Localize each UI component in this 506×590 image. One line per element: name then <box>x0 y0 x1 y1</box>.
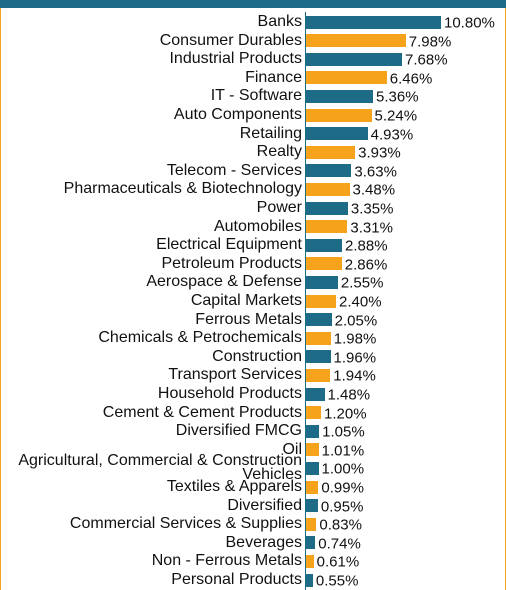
value-label: 0.83% <box>319 516 362 534</box>
value-label: 5.36% <box>376 88 419 106</box>
category-label: Petroleum Products <box>161 254 302 272</box>
value-label: 6.46% <box>389 70 433 88</box>
value-label: 5.24% <box>374 107 418 125</box>
value-label: 2.55% <box>340 274 384 292</box>
category-label: Textiles & Apparels <box>166 478 302 495</box>
value-label: 0.61% <box>316 553 360 571</box>
value-label: 1.98% <box>333 330 377 348</box>
axis-line <box>305 12 306 590</box>
category-label: Electrical Equipment <box>156 236 302 254</box>
value-label: 4.93% <box>370 125 414 143</box>
value-label: 1.96% <box>333 349 377 367</box>
value-label: 10.80% <box>444 14 495 32</box>
bar <box>306 573 313 587</box>
bar <box>306 34 406 48</box>
bar <box>306 164 352 178</box>
value-label: 0.74% <box>318 535 361 553</box>
bar <box>306 15 441 29</box>
category-label: Household Products <box>157 385 302 402</box>
value-label: 2.40% <box>339 293 382 311</box>
category-label: Industrial Products <box>169 50 302 68</box>
bar <box>306 108 372 122</box>
bar <box>306 331 331 345</box>
category-label: Agricultural, Commercial & Construction … <box>18 452 302 484</box>
category-label: Retailing <box>239 124 302 142</box>
category-label: Chemicals & Petrochemicals <box>98 329 302 347</box>
category-label: Automobiles <box>213 217 302 235</box>
value-label: 7.68% <box>405 51 448 69</box>
category-label: Finance <box>245 68 302 86</box>
category-label: Commercial Services & Supplies <box>69 515 302 533</box>
bar <box>306 480 319 494</box>
value-label: 2.86% <box>344 256 388 274</box>
value-label: 3.63% <box>354 163 397 181</box>
bar <box>306 387 325 401</box>
value-label: 0.55% <box>315 572 359 590</box>
value-label: 2.05% <box>334 311 378 329</box>
category-label: Transport Services <box>168 366 302 384</box>
category-label: Capital Markets <box>190 292 302 309</box>
header-band <box>0 0 506 8</box>
bar <box>306 201 348 215</box>
bar <box>306 182 350 196</box>
bar <box>306 368 331 382</box>
value-label: 1.20% <box>324 404 367 422</box>
value-label: 3.31% <box>350 218 393 236</box>
value-label: 3.35% <box>350 200 394 218</box>
category-label: Construction <box>212 347 302 365</box>
category-label: Ferrous Metals <box>195 310 302 328</box>
category-label: Pharmaceuticals & Biotechnology <box>63 180 302 198</box>
value-label: 1.94% <box>333 367 376 385</box>
category-label: Power <box>256 199 302 216</box>
category-label: Cement & Cement Products <box>102 403 302 421</box>
bar <box>306 406 321 420</box>
category-label: Aerospace & Defense <box>146 273 302 291</box>
bar <box>306 536 316 550</box>
value-label: 3.93% <box>358 144 401 162</box>
value-label: 1.48% <box>327 386 371 404</box>
bar <box>306 275 338 289</box>
bar <box>306 499 318 513</box>
bar <box>306 313 332 327</box>
category-label: Diversified <box>227 496 302 514</box>
value-label: 0.95% <box>320 497 364 515</box>
category-label: Beverages <box>225 533 303 551</box>
bar <box>306 257 342 271</box>
value-label: 2.88% <box>345 237 388 255</box>
category-label: Telecom - Services <box>166 161 302 179</box>
category-label: Diversified FMCG <box>175 422 302 440</box>
bar <box>306 52 402 66</box>
value-label: 0.99% <box>321 479 364 497</box>
category-label: Auto Components <box>173 106 302 123</box>
bar <box>306 89 373 103</box>
category-label: IT - Software <box>210 87 302 105</box>
bar <box>306 145 356 159</box>
category-label: Oil <box>282 440 302 458</box>
value-label: 3.48% <box>352 181 396 199</box>
bar <box>306 443 319 457</box>
bar <box>306 350 331 364</box>
bar <box>306 220 348 234</box>
bar <box>306 294 336 308</box>
bar <box>306 517 317 531</box>
category-label: Banks <box>257 13 302 30</box>
bar <box>306 424 320 438</box>
bar <box>306 238 342 252</box>
category-label: Personal Products <box>171 571 302 588</box>
bar <box>306 461 319 475</box>
category-label: Non - Ferrous Metals <box>151 552 302 570</box>
value-label: 1.05% <box>322 423 365 441</box>
bar <box>306 127 368 141</box>
value-label: 1.00% <box>321 460 365 478</box>
category-label: Consumer Durables <box>159 31 302 49</box>
bar <box>306 554 314 568</box>
value-label: 7.98% <box>408 32 452 50</box>
value-label: 1.01% <box>321 442 365 460</box>
bar <box>306 71 387 85</box>
category-label: Realty <box>256 143 302 161</box>
